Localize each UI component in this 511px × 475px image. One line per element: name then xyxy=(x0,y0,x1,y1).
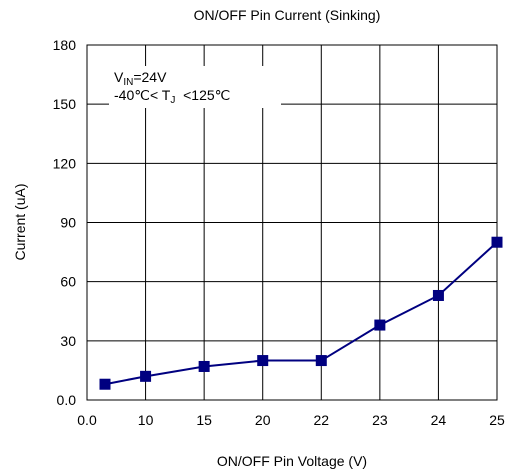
annotation-line-2-sub: J xyxy=(170,95,175,106)
series-line xyxy=(104,241,498,386)
data-point-marker xyxy=(257,355,269,367)
data-point-marker xyxy=(491,236,503,248)
y-tick-label: 90 xyxy=(60,215,76,231)
data-series xyxy=(99,236,503,390)
annotation-line-2-prefix: -40℃< T xyxy=(114,87,171,103)
data-point-marker xyxy=(99,378,111,390)
x-axis-label: ON/OFF Pin Voltage (V) xyxy=(217,453,367,469)
data-point-marker xyxy=(432,289,444,301)
y-tick-label: 120 xyxy=(53,155,77,171)
data-point-marker xyxy=(198,360,210,372)
x-tick-label: 15 xyxy=(196,412,212,428)
x-tick-label: 10 xyxy=(138,412,154,428)
y-tick-label: 60 xyxy=(60,274,76,290)
x-tick-label: 22 xyxy=(313,412,329,428)
annotation-box xyxy=(109,66,281,108)
x-tick-label: 20 xyxy=(255,412,271,428)
x-axis-ticks: 0.0 10 15 20 22 23 24 25 xyxy=(77,412,505,428)
x-tick-label: 25 xyxy=(489,412,505,428)
x-tick-label: 24 xyxy=(431,412,447,428)
y-tick-label: 30 xyxy=(60,333,76,349)
y-tick-label: 150 xyxy=(53,96,77,112)
annotation-line-2-suffix: <125℃ xyxy=(175,87,230,103)
data-point-marker xyxy=(315,355,327,367)
y-axis-label: Current (uA) xyxy=(12,183,28,260)
annotation-line-1-suffix: =24V xyxy=(133,69,167,85)
annotation-line-1-prefix: V xyxy=(114,69,124,85)
data-point-marker xyxy=(374,319,386,331)
chart-title: ON/OFF Pin Current (Sinking) xyxy=(194,7,381,23)
annotation-line-1: VIN=24V xyxy=(114,69,167,88)
x-tick-label: 23 xyxy=(372,412,388,428)
data-point-marker xyxy=(140,370,152,382)
y-tick-label: 180 xyxy=(53,37,77,53)
annotation-line-2: -40℃< TJ <125℃ xyxy=(114,87,230,106)
plot-frame xyxy=(86,44,498,401)
y-axis-ticks: 0.0 30 60 90 120 150 180 xyxy=(53,37,77,408)
x-tick-label: 0.0 xyxy=(77,412,97,428)
annotation-line-1-sub: IN xyxy=(123,77,133,88)
y-tick-label: 0.0 xyxy=(57,392,77,408)
